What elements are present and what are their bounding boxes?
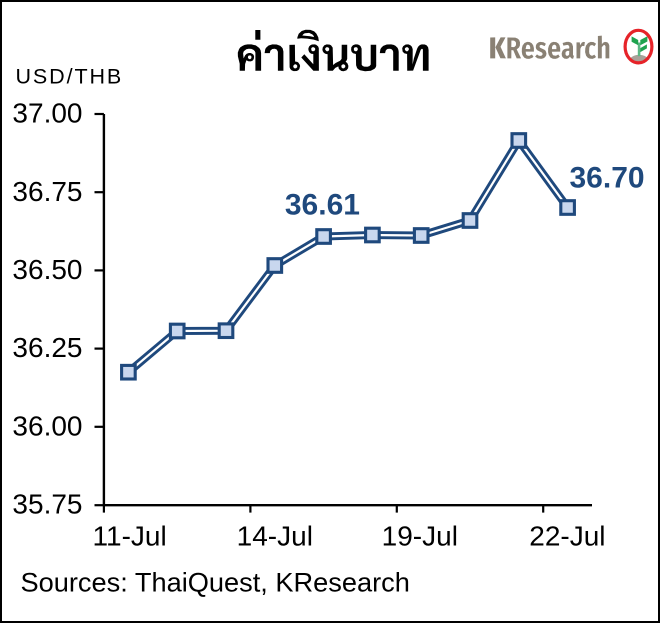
svg-text:36.00: 36.00 bbox=[12, 410, 82, 441]
svg-text:22-Jul: 22-Jul bbox=[529, 521, 605, 552]
svg-text:36.50: 36.50 bbox=[12, 254, 82, 285]
svg-text:37.00: 37.00 bbox=[12, 98, 82, 129]
svg-text:36.61: 36.61 bbox=[285, 188, 360, 221]
svg-text:Sources: ThaiQuest, KResearch: Sources: ThaiQuest, KResearch bbox=[21, 567, 410, 598]
svg-text:14-Jul: 14-Jul bbox=[237, 521, 313, 552]
svg-text:11-Jul: 11-Jul bbox=[93, 521, 167, 552]
svg-text:35.75: 35.75 bbox=[12, 489, 82, 520]
svg-text:36.75: 36.75 bbox=[12, 176, 82, 207]
svg-text:36.25: 36.25 bbox=[12, 332, 82, 363]
svg-text:USD/THB: USD/THB bbox=[16, 64, 124, 88]
svg-text:19-Jul: 19-Jul bbox=[382, 521, 458, 552]
svg-text:36.70: 36.70 bbox=[570, 162, 645, 195]
